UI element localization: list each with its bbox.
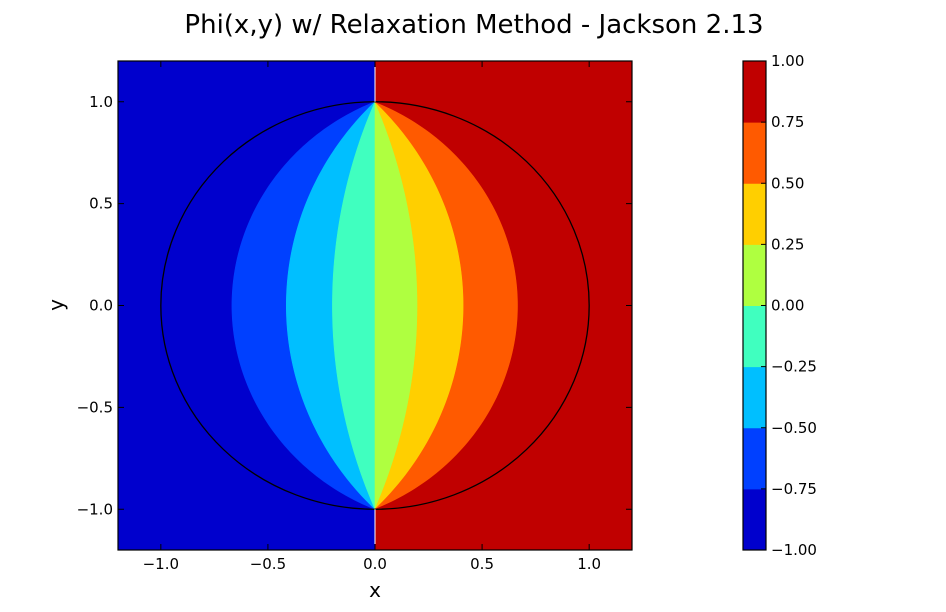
y-tick-label: 0.0 <box>89 297 113 315</box>
x-axis-label: x <box>369 578 381 602</box>
colorbar-swatch-5 <box>743 183 766 245</box>
y-axis-ticks: −1.0 −0.5 0.0 0.5 1.0 <box>77 93 632 518</box>
y-tick-label: −1.0 <box>77 500 113 518</box>
x-tick-label: 0.0 <box>363 555 387 573</box>
colorbar-tick-label: 0.00 <box>771 297 804 315</box>
colorbar-tick-label: 1.00 <box>771 52 804 70</box>
colorbar-tick-label: −0.75 <box>771 480 817 498</box>
y-axis-label: y <box>44 299 68 311</box>
colorbar-tick-label: 0.75 <box>771 113 804 131</box>
colorbar-tick-label: 0.25 <box>771 235 804 253</box>
y-tick-label: 1.0 <box>89 93 113 111</box>
y-tick-label: −0.5 <box>77 398 113 416</box>
x-tick-label: −1.0 <box>143 555 179 573</box>
colorbar-swatch-7 <box>743 61 766 123</box>
colorbar-swatch-6 <box>743 122 766 184</box>
x-axis-ticks: −1.0 −0.5 0.0 0.5 1.0 <box>143 61 601 573</box>
chart-title: Phi(x,y) w/ Relaxation Method - Jackson … <box>184 10 763 40</box>
y-tick-label: 0.5 <box>89 195 113 213</box>
colorbar-swatch-2 <box>743 366 766 429</box>
colorbar: 1.00 0.75 0.50 0.25 0.00 −0.25 −0.50 −0.75 −1.00 <box>742 52 817 559</box>
colorbar-tick-label: −0.50 <box>771 419 817 437</box>
colorbar-tick-label: 0.50 <box>771 174 804 192</box>
colorbar-swatch-1 <box>743 427 766 490</box>
colorbar-swatch-3 <box>743 305 766 368</box>
x-tick-label: 1.0 <box>577 555 601 573</box>
colorbar-tick-label: −0.25 <box>771 358 817 376</box>
x-tick-label: −0.5 <box>250 555 286 573</box>
colorbar-swatch-4 <box>743 244 766 306</box>
x-tick-label: 0.5 <box>470 555 494 573</box>
plot-area <box>117 60 633 551</box>
colorbar-tick-label: −1.00 <box>771 541 817 559</box>
colorbar-swatch-0 <box>743 488 766 551</box>
